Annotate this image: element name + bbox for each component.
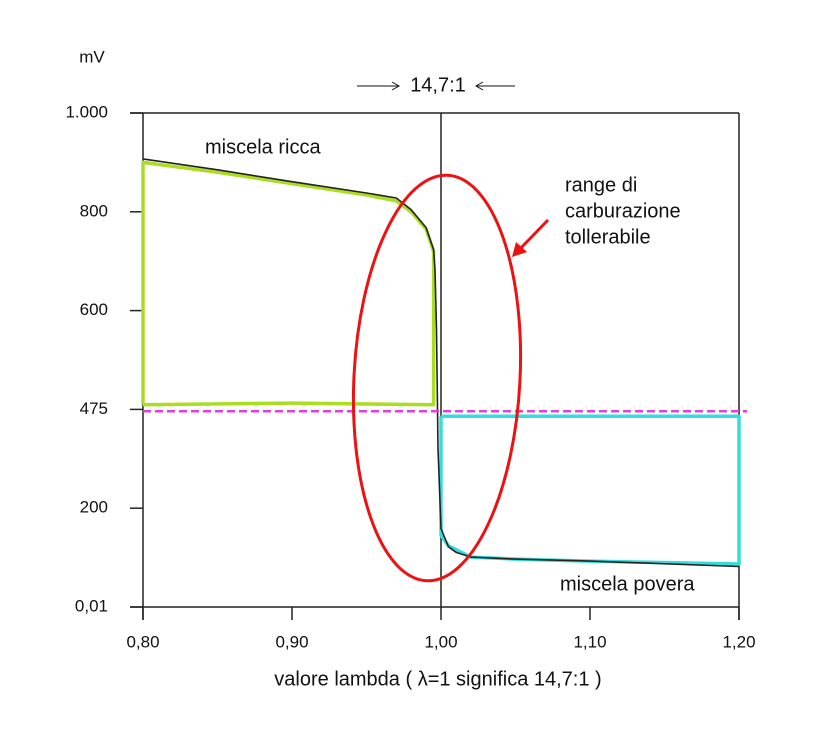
x-tick-label: 1,10 (573, 632, 606, 651)
arrow-head (512, 242, 527, 257)
y-tick-label: 600 (80, 300, 108, 319)
y-unit: mV (79, 47, 105, 66)
annotation: range di (565, 174, 637, 196)
ratio-label: 14,7:1 (410, 74, 466, 96)
x-axis-label: valore lambda ( λ=1 significa 14,7:1 ) (274, 668, 601, 690)
series-line (141, 160, 436, 407)
arrow-head (391, 81, 401, 91)
highlight-ellipse (351, 173, 523, 583)
y-tick-label: 1.000 (65, 102, 108, 121)
annotation: miscela povera (560, 573, 695, 595)
arrow (516, 218, 550, 253)
y-tick-label: 200 (80, 498, 108, 517)
annotation: miscela ricca (205, 136, 321, 158)
x-tick-label: 0,80 (126, 632, 159, 651)
series-line (142, 158, 740, 568)
y-tick-label: 800 (80, 201, 108, 220)
y-tick-label: 475 (80, 399, 108, 418)
annotation: carburazione (565, 200, 681, 222)
annotation: tollerabile (565, 226, 651, 248)
x-tick-label: 0,90 (275, 632, 308, 651)
plot: 0,01 200 475 600 800 1.000 0,80 0,90 1,00 1,10 1,2… (65, 102, 755, 651)
x-tick-label: 1,00 (424, 632, 457, 651)
x-tick-label: 1,20 (722, 632, 755, 651)
series-line (439, 414, 741, 566)
y-tick-label: 0,01 (75, 596, 108, 615)
arrow-head (474, 81, 484, 91)
